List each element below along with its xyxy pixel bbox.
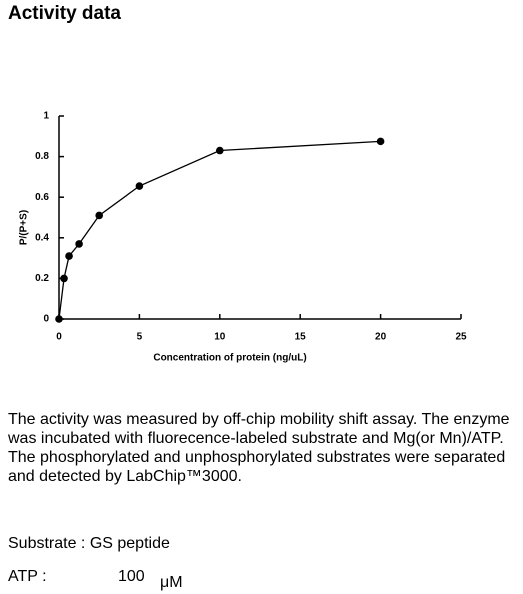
x-tick-label: 20 (375, 332, 387, 343)
atp-label: ATP : (8, 568, 47, 585)
y-tick-label: 0.2 (35, 273, 49, 284)
x-axis-label: Concentration of protein (ng/uL) (153, 353, 306, 364)
description: The activity was measured by off-chip mo… (8, 411, 510, 485)
x-tick-label: 25 (455, 332, 467, 343)
point (65, 252, 73, 260)
point (95, 211, 103, 220)
x-tick-label: 15 (295, 332, 307, 343)
point (75, 240, 83, 248)
substrate: Substrate : GS peptide (8, 535, 170, 552)
atp-value: 100 (118, 568, 145, 585)
x-tick-label: 5 (137, 332, 143, 343)
y-tick-label: 0.8 (35, 151, 49, 162)
y-tick-label: 0.4 (35, 232, 49, 243)
point (216, 146, 224, 155)
heading: Activity data (8, 3, 121, 24)
atp-unit: μM (160, 574, 183, 591)
point (60, 274, 68, 283)
point (376, 137, 385, 146)
line (58, 140, 381, 320)
point (55, 315, 63, 323)
y-tick-label: 0 (43, 314, 49, 325)
y-tick-label: 0.6 (35, 192, 49, 203)
x-tick-label: 0 (56, 332, 62, 343)
point (135, 182, 144, 190)
y-tick-label: 1 (43, 111, 49, 122)
y-axis-label: P/(P+S) (19, 210, 30, 245)
x-tick-label: 10 (214, 332, 226, 343)
